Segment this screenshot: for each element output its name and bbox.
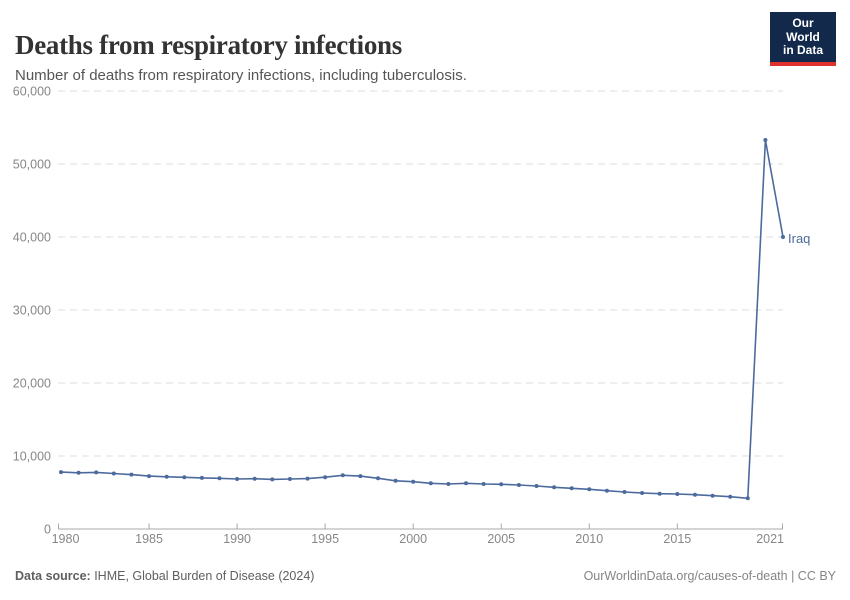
data-point[interactable]	[270, 477, 275, 482]
data-point[interactable]	[481, 482, 486, 486]
data-point[interactable]	[111, 471, 116, 476]
x-tick-label: 1980	[52, 532, 80, 546]
data-point[interactable]	[287, 477, 292, 481]
x-tick-label: 1990	[223, 532, 251, 546]
data-point[interactable]	[129, 472, 134, 477]
data-point[interactable]	[516, 483, 521, 487]
x-tick-label: 1995	[311, 532, 339, 546]
x-tick-label: 2000	[399, 532, 427, 546]
page-title: Deaths from respiratory infections	[15, 30, 402, 61]
y-tick-label: 0	[44, 523, 51, 537]
data-point[interactable]	[745, 496, 750, 501]
entity-label-iraq[interactable]: Iraq	[788, 231, 811, 246]
data-source-label: Data source:	[15, 569, 91, 583]
data-point[interactable]	[587, 487, 592, 492]
data-line-iraq	[60, 139, 784, 500]
x-tick-label: 2015	[663, 532, 691, 546]
data-point[interactable]	[147, 474, 151, 479]
y-tick-label: 10,000	[13, 450, 51, 464]
data-point[interactable]	[393, 478, 398, 483]
data-point[interactable]	[781, 235, 785, 239]
data-point[interactable]	[252, 476, 257, 481]
data-point[interactable]	[217, 476, 222, 481]
data-point[interactable]	[728, 494, 733, 499]
data-point[interactable]	[675, 492, 680, 496]
data-point[interactable]	[657, 491, 662, 496]
data-point[interactable]	[411, 479, 416, 484]
data-point[interactable]	[358, 474, 363, 479]
x-tick-label: 2010	[575, 532, 603, 546]
data-point[interactable]	[340, 473, 345, 478]
y-tick-label: 30,000	[13, 304, 51, 318]
data-point[interactable]	[710, 493, 715, 498]
chart-subtitle: Number of deaths from respiratory infect…	[15, 67, 467, 84]
data-point[interactable]	[182, 475, 187, 480]
data-point[interactable]	[552, 485, 557, 490]
data-point[interactable]	[640, 491, 645, 495]
y-tick-label: 50,000	[13, 158, 51, 172]
data-point[interactable]	[428, 481, 433, 486]
x-tick-label: 2005	[487, 532, 515, 546]
data-point[interactable]	[305, 476, 310, 481]
data-point[interactable]	[164, 474, 169, 479]
owid-logo-line2: in Data	[782, 43, 823, 57]
y-tick-label: 60,000	[13, 85, 51, 99]
data-point[interactable]	[604, 488, 609, 493]
data-point[interactable]	[76, 470, 81, 475]
data-point[interactable]	[323, 475, 328, 480]
data-source-note: Data source: IHME, Global Burden of Dise…	[15, 569, 314, 583]
data-source-value: IHME, Global Burden of Disease (2024)	[90, 569, 315, 583]
data-point[interactable]	[59, 470, 63, 475]
x-tick-label: 2021	[756, 532, 784, 546]
owid-logo-line1: Our World	[786, 16, 820, 44]
y-tick-label: 20,000	[13, 377, 51, 391]
data-point[interactable]	[763, 138, 768, 142]
data-point[interactable]	[499, 482, 504, 487]
data-point[interactable]	[693, 492, 697, 497]
y-tick-label: 40,000	[13, 231, 51, 245]
x-tick-label: 1985	[135, 532, 163, 546]
data-point[interactable]	[199, 475, 204, 480]
data-point[interactable]	[376, 476, 380, 481]
owid-url-license[interactable]: OurWorldinData.org/causes-of-death | CC …	[583, 569, 836, 583]
data-point[interactable]	[446, 482, 451, 486]
data-point[interactable]	[94, 470, 99, 475]
data-point[interactable]	[569, 486, 574, 491]
data-point[interactable]	[464, 481, 468, 486]
owid-logo[interactable]: Our World in Data	[770, 12, 836, 66]
data-point[interactable]	[235, 477, 240, 481]
data-point[interactable]	[622, 490, 627, 494]
data-point[interactable]	[534, 484, 539, 488]
